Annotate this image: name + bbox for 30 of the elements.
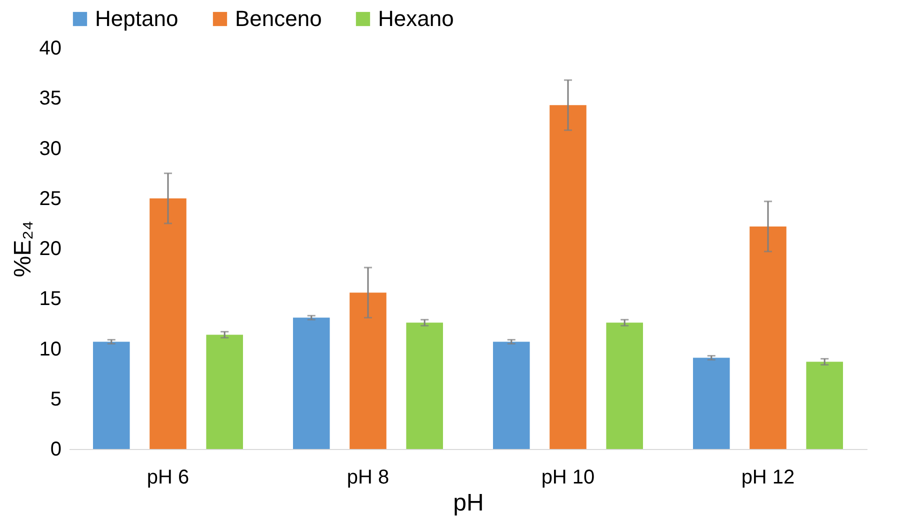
bar: [606, 322, 643, 449]
y-tick-label: 15: [39, 288, 62, 310]
x-tick-label: pH 8: [346, 466, 390, 488]
y-tick-label: 40: [39, 38, 62, 60]
legend-label: Heptano: [95, 6, 178, 31]
bar: [550, 105, 586, 449]
bar: [406, 322, 443, 449]
y-tick-label: 35: [39, 88, 62, 110]
y-tick-label: 5: [50, 388, 62, 410]
bar: [350, 292, 386, 449]
y-tick-label: 10: [39, 338, 62, 360]
y-axis-title: %E₂₄: [9, 220, 36, 278]
bar: [693, 358, 730, 449]
bar: [750, 226, 786, 449]
bar: [806, 362, 843, 449]
y-tick-label: 0: [50, 438, 62, 460]
x-axis-title: pH: [453, 490, 484, 516]
legend-label: Hexano: [378, 6, 454, 31]
bar: [493, 342, 530, 449]
bar: [93, 342, 130, 449]
bar: [150, 198, 186, 449]
legend-label: Benceno: [235, 6, 322, 31]
y-tick-label: 25: [39, 188, 62, 210]
bar: [206, 334, 243, 449]
x-tick-label: pH 6: [146, 466, 190, 488]
y-tick-label: 30: [39, 138, 62, 160]
bar: [293, 318, 330, 449]
x-tick-label: pH 12: [741, 466, 795, 488]
x-tick-label: pH 10: [541, 466, 595, 488]
y-tick-label: 20: [39, 238, 62, 260]
